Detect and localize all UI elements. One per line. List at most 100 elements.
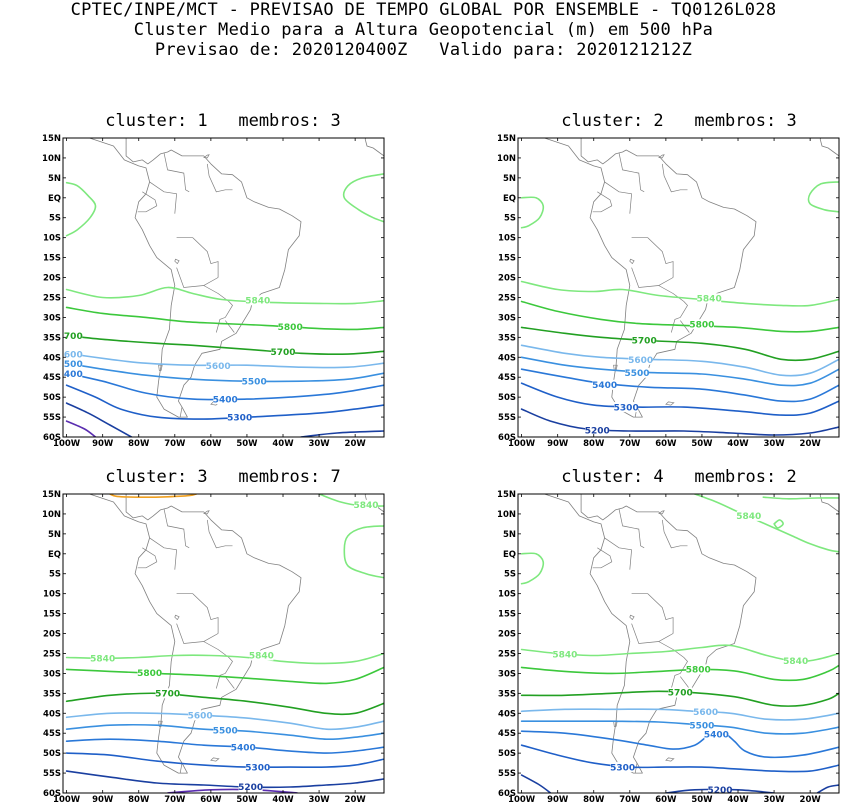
contour-5200 bbox=[816, 784, 839, 793]
contour-label-5840: 5840 bbox=[783, 657, 808, 667]
country-border bbox=[203, 285, 233, 333]
contour-label-bg bbox=[242, 376, 267, 387]
contour-5300 bbox=[65, 752, 384, 769]
lat-label: 5S bbox=[504, 570, 516, 580]
lon-label: 90W bbox=[92, 795, 114, 804]
contour-label-bg bbox=[625, 367, 649, 378]
contour-label-5500: 5500 bbox=[689, 721, 714, 731]
country-border bbox=[176, 267, 219, 288]
contour-5600 bbox=[65, 712, 384, 731]
contour-5400 bbox=[520, 368, 839, 403]
country-border bbox=[137, 191, 158, 213]
lat-label: 60S bbox=[43, 433, 61, 443]
lat-label: 5N bbox=[503, 530, 516, 540]
contour-label-5800: 5800 bbox=[137, 669, 162, 679]
contour-5100 bbox=[65, 420, 97, 437]
lat-label: 35S bbox=[498, 333, 516, 343]
lat-label: 45S bbox=[43, 729, 61, 739]
country-border bbox=[604, 537, 632, 570]
contour-label-bg bbox=[63, 349, 83, 360]
country-border bbox=[592, 191, 613, 213]
lon-label: 70W bbox=[619, 795, 641, 804]
lat-label: 55S bbox=[498, 769, 516, 779]
contour-label-bg bbox=[628, 354, 653, 365]
contour-5700 bbox=[65, 334, 384, 356]
lon-label: 20W bbox=[800, 795, 822, 804]
contour-5840 bbox=[520, 552, 545, 585]
lon-label: 20W bbox=[345, 439, 367, 448]
lat-label: 10N bbox=[497, 510, 516, 520]
contour-label-5700: 5700 bbox=[668, 689, 693, 699]
lat-label: 15N bbox=[497, 490, 516, 500]
island-outline bbox=[210, 757, 220, 762]
contour-5500 bbox=[65, 723, 384, 741]
country-border bbox=[163, 508, 190, 549]
lon-label: 30W bbox=[763, 795, 785, 804]
lat-label: 15N bbox=[497, 134, 516, 144]
contour-5800 bbox=[65, 306, 384, 331]
contour-5400 bbox=[520, 730, 839, 759]
contour-label-bg bbox=[689, 720, 714, 731]
panel-title-4: cluster: 4 membros: 2 bbox=[561, 467, 797, 487]
coastline bbox=[88, 138, 302, 418]
contour-5600 bbox=[520, 344, 839, 377]
contour-label-5840: 5840 bbox=[245, 297, 270, 307]
lat-label: 40S bbox=[498, 353, 516, 363]
lon-label: 40W bbox=[727, 439, 749, 448]
contour-label-5600: 5600 bbox=[58, 350, 83, 360]
contour-5840 bbox=[773, 519, 784, 529]
lon-label: 80W bbox=[128, 439, 150, 448]
country-border bbox=[631, 593, 674, 634]
lon-label: 40W bbox=[272, 439, 294, 448]
lat-label: 60S bbox=[43, 789, 61, 799]
lat-label: 40S bbox=[498, 709, 516, 719]
contour-label-5840: 5840 bbox=[552, 651, 577, 661]
contour-5400 bbox=[65, 738, 384, 754]
contour-label-bg bbox=[610, 762, 635, 773]
lat-label: 60S bbox=[498, 433, 516, 443]
header-line-3: Previsao de: 2020120400Z Valido para: 20… bbox=[154, 40, 693, 60]
contour-label-5500: 5500 bbox=[58, 360, 83, 370]
lon-label: 80W bbox=[128, 795, 150, 804]
lat-label: 45S bbox=[43, 373, 61, 383]
contour-label-bg bbox=[668, 687, 693, 698]
coastline bbox=[88, 494, 302, 774]
contour-label-bg bbox=[227, 412, 252, 423]
lat-label: 20S bbox=[498, 630, 516, 640]
coastline bbox=[543, 494, 757, 774]
country-border bbox=[225, 676, 235, 689]
lon-label: 70W bbox=[164, 439, 186, 448]
contour-label-5300: 5300 bbox=[610, 763, 635, 773]
map-panel-cluster-3: 5840 5840 5840 5800 5700 5600 5500 5400 5300 5200… bbox=[32, 489, 392, 804]
contour-label-5300: 5300 bbox=[245, 763, 270, 773]
lon-label: 50W bbox=[236, 439, 258, 448]
contour-5840 bbox=[65, 181, 97, 237]
lat-label: 10S bbox=[43, 590, 61, 600]
lon-label: 70W bbox=[619, 439, 641, 448]
lat-label: 60S bbox=[498, 789, 516, 799]
contour-5200 bbox=[520, 774, 552, 793]
map-panel-cluster-2: 5840 5800 5700 5600 5500 5400 5300 5200 15N 10N 5N… bbox=[487, 133, 847, 448]
contour-label-bg bbox=[632, 335, 657, 346]
lon-label: 50W bbox=[691, 439, 713, 448]
map-frame bbox=[62, 137, 385, 438]
lat-label: 30S bbox=[43, 313, 61, 323]
contour-label-5500: 5500 bbox=[242, 377, 267, 387]
contour-label-bg bbox=[783, 655, 808, 666]
contour-5200 bbox=[65, 770, 384, 789]
lat-label: 50S bbox=[498, 393, 516, 403]
country-border bbox=[176, 593, 219, 634]
contour-5840 bbox=[520, 280, 839, 307]
lat-label: 35S bbox=[43, 333, 61, 343]
contour-5840 bbox=[65, 286, 384, 305]
lat-label: 40S bbox=[43, 353, 61, 363]
lat-label: 10S bbox=[498, 234, 516, 244]
lat-label: 5S bbox=[49, 214, 61, 224]
contour-label-bg bbox=[213, 394, 238, 405]
contour-label-5840: 5840 bbox=[697, 295, 722, 305]
contour-label-bg bbox=[137, 668, 162, 678]
contour-5800 bbox=[520, 300, 839, 333]
lat-label: 35S bbox=[43, 689, 61, 699]
contour-5500 bbox=[520, 720, 839, 735]
contour-label-bg bbox=[686, 664, 711, 675]
